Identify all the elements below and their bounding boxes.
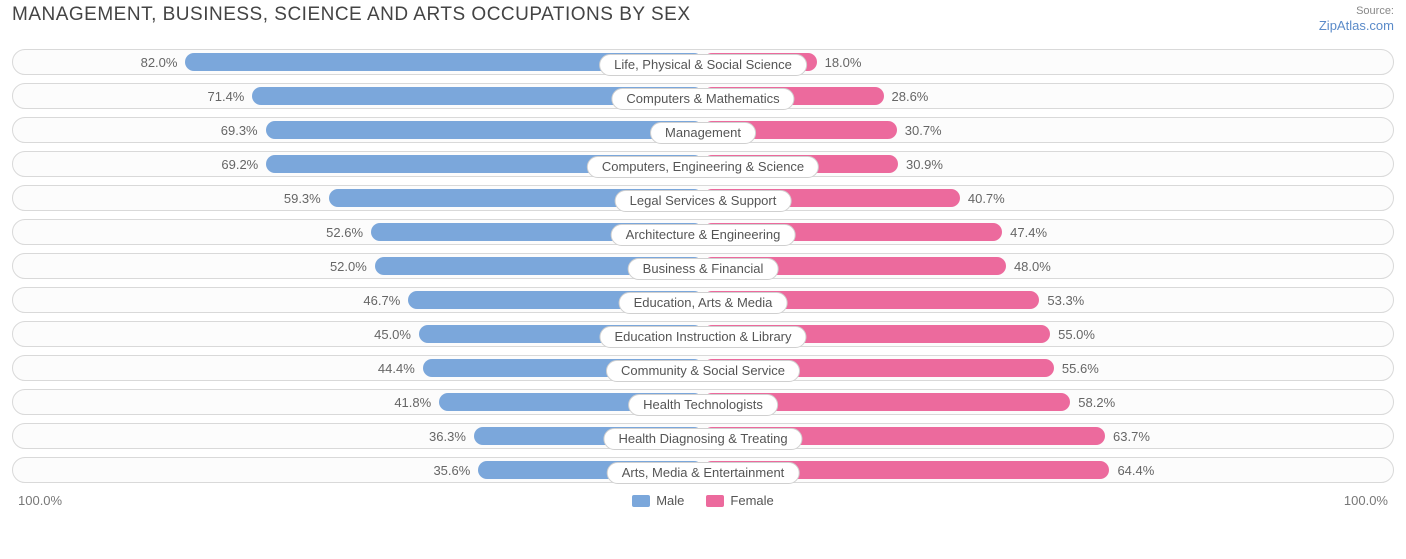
chart-row: 35.6% 64.4% Arts, Media & Entertainment bbox=[12, 453, 1394, 487]
male-pct-label: 69.2% bbox=[221, 157, 266, 172]
axis-row: 100.0% Male Female 100.0% bbox=[0, 487, 1406, 508]
female-pct-label: 18.0% bbox=[817, 55, 862, 70]
female-pct-label: 55.6% bbox=[1054, 361, 1099, 376]
category-pill: Life, Physical & Social Science bbox=[599, 54, 807, 76]
male-pct-label: 52.6% bbox=[326, 225, 371, 240]
category-pill: Architecture & Engineering bbox=[611, 224, 796, 246]
chart-row: 52.0% 48.0% Business & Financial bbox=[12, 249, 1394, 283]
bar-container: 82.0%18.0%Life, Physical & Social Scienc… bbox=[17, 53, 1389, 71]
bar-track: 41.8% 58.2% Health Technologists bbox=[12, 389, 1394, 415]
legend-swatch-male bbox=[632, 495, 650, 507]
male-pct-label: 52.0% bbox=[330, 259, 375, 274]
bar-track: 69.2% 30.9% Computers, Engineering & Scien… bbox=[12, 151, 1394, 177]
legend-item-male: Male bbox=[632, 493, 684, 508]
bar-container: 46.7%53.3%Education, Arts & Media bbox=[17, 291, 1389, 309]
chart-row: 46.7% 53.3% Education, Arts & Media bbox=[12, 283, 1394, 317]
category-pill: Computers & Mathematics bbox=[611, 88, 794, 110]
male-pct-label: 69.3% bbox=[221, 123, 266, 138]
male-pct-label: 35.6% bbox=[433, 463, 478, 478]
female-pct-label: 55.0% bbox=[1050, 327, 1095, 342]
male-pct-label: 82.0% bbox=[141, 55, 186, 70]
category-pill: Education Instruction & Library bbox=[599, 326, 806, 348]
bar-container: 41.8%58.2%Health Technologists bbox=[17, 393, 1389, 411]
female-pct-label: 30.7% bbox=[897, 123, 942, 138]
bar-container: 44.4%55.6%Community & Social Service bbox=[17, 359, 1389, 377]
category-pill: Health Diagnosing & Treating bbox=[603, 428, 802, 450]
chart-row: 36.3% 63.7% Health Diagnosing & Treating bbox=[12, 419, 1394, 453]
category-pill: Legal Services & Support bbox=[615, 190, 792, 212]
bar-track: 45.0% 55.0% Education Instruction & Librar… bbox=[12, 321, 1394, 347]
bar-track: 52.0% 48.0% Business & Financial bbox=[12, 253, 1394, 279]
legend-item-female: Female bbox=[706, 493, 773, 508]
bar-track: 52.6% 47.4% Architecture & Engineering bbox=[12, 219, 1394, 245]
chart-row: 44.4% 55.6% Community & Social Service bbox=[12, 351, 1394, 385]
female-pct-label: 48.0% bbox=[1006, 259, 1051, 274]
chart-source: Source: ZipAtlas.com bbox=[1319, 4, 1394, 35]
chart-row: 52.6% 47.4% Architecture & Engineering bbox=[12, 215, 1394, 249]
axis-left-label: 100.0% bbox=[18, 493, 62, 508]
legend-swatch-female bbox=[706, 495, 724, 507]
bar-track: 71.4% 28.6% Computers & Mathematics bbox=[12, 83, 1394, 109]
legend-label-male: Male bbox=[656, 493, 684, 508]
chart-row: 82.0% 18.0% Life, Physical & Social Scienc… bbox=[12, 45, 1394, 79]
category-pill: Business & Financial bbox=[628, 258, 779, 280]
male-pct-label: 59.3% bbox=[284, 191, 329, 206]
male-pct-label: 36.3% bbox=[429, 429, 474, 444]
male-pct-label: 71.4% bbox=[208, 89, 253, 104]
source-label: Source: bbox=[1356, 5, 1394, 17]
bar-container: 59.3%40.7%Legal Services & Support bbox=[17, 189, 1389, 207]
category-pill: Education, Arts & Media bbox=[619, 292, 788, 314]
chart-title: MANAGEMENT, BUSINESS, SCIENCE AND ARTS O… bbox=[12, 4, 691, 26]
chart-row: 69.3% 30.7% Management bbox=[12, 113, 1394, 147]
bar-track: 82.0% 18.0% Life, Physical & Social Scienc… bbox=[12, 49, 1394, 75]
chart-row: 71.4% 28.6% Computers & Mathematics bbox=[12, 79, 1394, 113]
female-pct-label: 28.6% bbox=[884, 89, 929, 104]
category-pill: Health Technologists bbox=[628, 394, 778, 416]
bar-track: 69.3% 30.7% Management bbox=[12, 117, 1394, 143]
female-pct-label: 30.9% bbox=[898, 157, 943, 172]
female-pct-label: 63.7% bbox=[1105, 429, 1150, 444]
bar-container: 69.2%30.9%Computers, Engineering & Scien… bbox=[17, 155, 1389, 173]
bar-track: 36.3% 63.7% Health Diagnosing & Treating bbox=[12, 423, 1394, 449]
legend-label-female: Female bbox=[730, 493, 773, 508]
chart-row: 69.2% 30.9% Computers, Engineering & Scien… bbox=[12, 147, 1394, 181]
chart-area: 82.0% 18.0% Life, Physical & Social Scienc… bbox=[0, 45, 1406, 487]
chart-header: MANAGEMENT, BUSINESS, SCIENCE AND ARTS O… bbox=[0, 0, 1406, 45]
bar-container: 71.4%28.6%Computers & Mathematics bbox=[17, 87, 1389, 105]
bar-container: 36.3%63.7%Health Diagnosing & Treating bbox=[17, 427, 1389, 445]
bar-container: 35.6%64.4%Arts, Media & Entertainment bbox=[17, 461, 1389, 479]
male-pct-label: 45.0% bbox=[374, 327, 419, 342]
bar-container: 45.0%55.0%Education Instruction & Librar… bbox=[17, 325, 1389, 343]
male-pct-label: 46.7% bbox=[363, 293, 408, 308]
bar-container: 52.6%47.4%Architecture & Engineering bbox=[17, 223, 1389, 241]
male-bar bbox=[266, 121, 703, 139]
bar-track: 59.3% 40.7% Legal Services & Support bbox=[12, 185, 1394, 211]
bar-container: 52.0%48.0%Business & Financial bbox=[17, 257, 1389, 275]
bar-track: 35.6% 64.4% Arts, Media & Entertainment bbox=[12, 457, 1394, 483]
chart-row: 59.3% 40.7% Legal Services & Support bbox=[12, 181, 1394, 215]
bar-track: 46.7% 53.3% Education, Arts & Media bbox=[12, 287, 1394, 313]
legend: Male Female bbox=[632, 493, 774, 508]
bar-container: 69.3%30.7%Management bbox=[17, 121, 1389, 139]
male-pct-label: 44.4% bbox=[378, 361, 423, 376]
category-pill: Computers, Engineering & Science bbox=[587, 156, 819, 178]
category-pill: Arts, Media & Entertainment bbox=[607, 462, 800, 484]
category-pill: Community & Social Service bbox=[606, 360, 800, 382]
female-pct-label: 47.4% bbox=[1002, 225, 1047, 240]
category-pill: Management bbox=[650, 122, 756, 144]
female-pct-label: 40.7% bbox=[960, 191, 1005, 206]
chart-row: 41.8% 58.2% Health Technologists bbox=[12, 385, 1394, 419]
axis-right-label: 100.0% bbox=[1344, 493, 1388, 508]
source-value: ZipAtlas.com bbox=[1319, 18, 1394, 33]
chart-row: 45.0% 55.0% Education Instruction & Librar… bbox=[12, 317, 1394, 351]
female-pct-label: 53.3% bbox=[1039, 293, 1084, 308]
bar-track: 44.4% 55.6% Community & Social Service bbox=[12, 355, 1394, 381]
female-pct-label: 64.4% bbox=[1109, 463, 1154, 478]
female-pct-label: 58.2% bbox=[1070, 395, 1115, 410]
male-pct-label: 41.8% bbox=[394, 395, 439, 410]
